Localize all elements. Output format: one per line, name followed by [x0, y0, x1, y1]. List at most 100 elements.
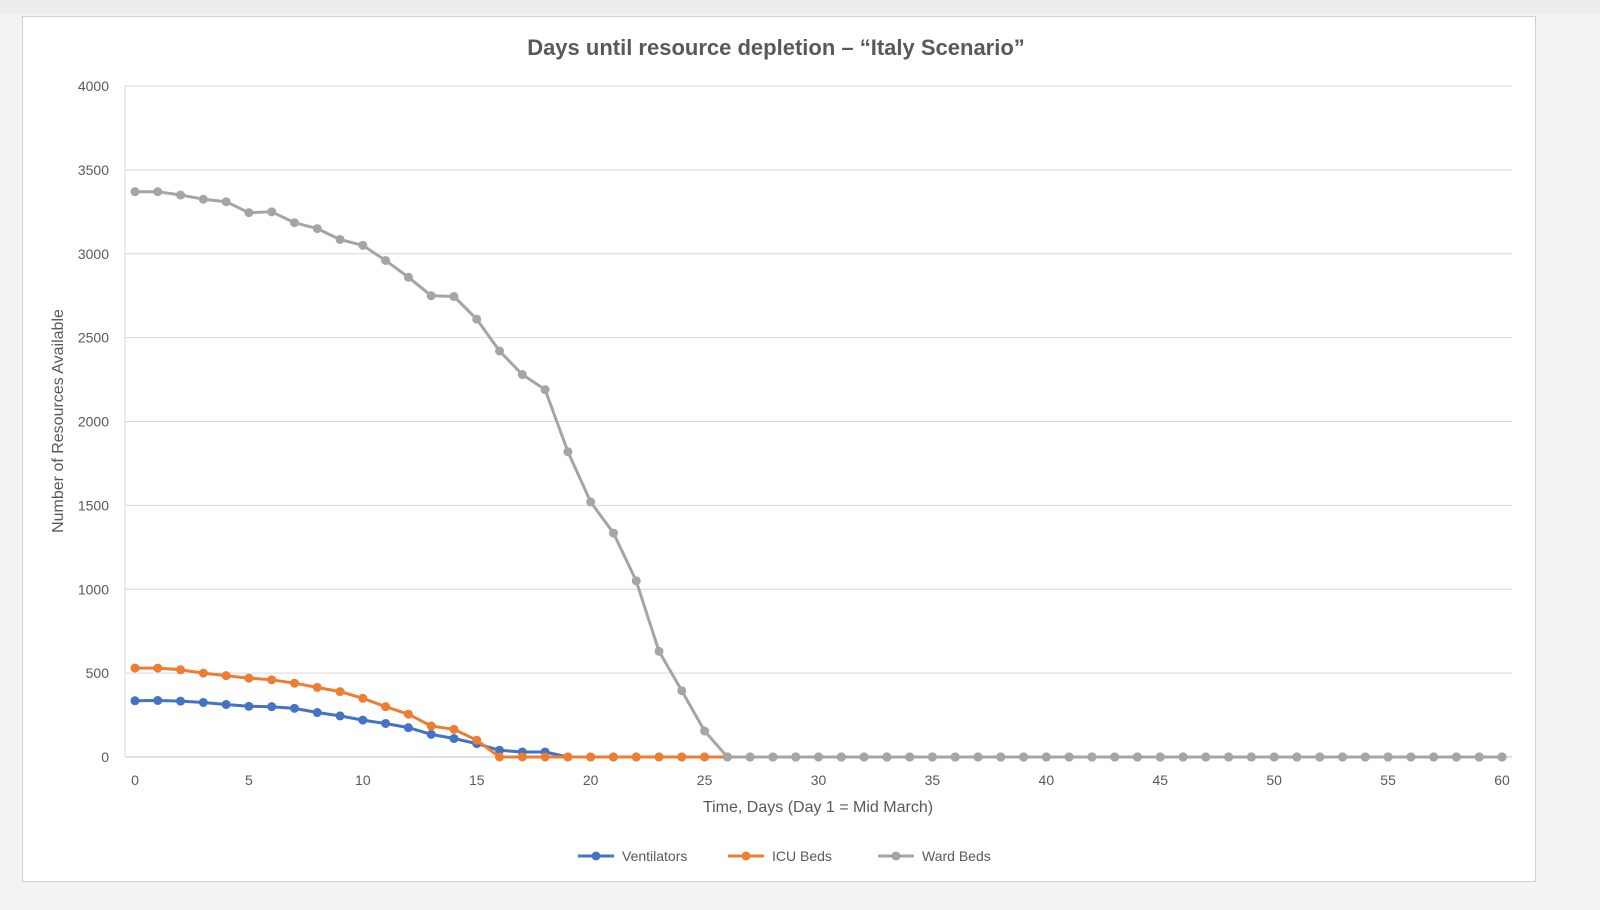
- data-point-icu-beds: [244, 673, 254, 683]
- legend-swatch-marker: [891, 851, 901, 861]
- data-point-ward-beds: [950, 752, 960, 762]
- x-tick-label: 55: [1380, 772, 1396, 788]
- data-point-icu-beds: [267, 675, 277, 685]
- data-point-icu-beds: [289, 678, 299, 688]
- data-point-ward-beds: [1292, 752, 1302, 762]
- legend-swatch-marker: [741, 851, 751, 861]
- data-point-ventilators: [153, 695, 163, 705]
- data-point-icu-beds: [176, 665, 186, 675]
- series-line-ward-beds: [135, 190, 1502, 759]
- data-point-ward-beds: [1338, 752, 1348, 762]
- series-icu-beds: [130, 663, 1507, 762]
- data-point-ward-beds: [130, 187, 140, 197]
- data-point-ward-beds: [312, 224, 322, 234]
- data-point-icu-beds: [472, 735, 482, 745]
- data-point-ward-beds: [1224, 752, 1234, 762]
- data-point-ward-beds: [1019, 752, 1029, 762]
- legend-item-ward-beds: Ward Beds: [878, 848, 991, 864]
- data-point-ward-beds: [153, 187, 163, 197]
- data-point-ward-beds: [1178, 752, 1188, 762]
- data-point-ward-beds: [540, 385, 550, 395]
- y-tick-label: 0: [101, 749, 109, 765]
- x-tick-label: 15: [469, 772, 485, 788]
- data-point-ward-beds: [244, 208, 254, 218]
- data-point-ward-beds: [1064, 752, 1074, 762]
- data-point-icu-beds: [608, 752, 618, 762]
- data-point-icu-beds: [221, 671, 231, 681]
- data-point-ward-beds: [403, 272, 413, 282]
- x-tick-label: 50: [1266, 772, 1282, 788]
- data-point-ward-beds: [426, 291, 436, 301]
- x-tick-label: 60: [1494, 772, 1510, 788]
- data-point-ward-beds: [1246, 752, 1256, 762]
- y-axis-ticks: 0 500 1000 1500 2000 2500 3000 3500 4000: [78, 78, 109, 765]
- series-group: [130, 187, 1507, 762]
- data-point-ward-beds: [449, 292, 459, 302]
- data-point-ventilators: [221, 699, 231, 709]
- data-point-ward-beds: [517, 370, 527, 380]
- series-ward-beds: [130, 187, 1507, 762]
- y-tick-label: 3500: [78, 162, 109, 178]
- data-point-icu-beds: [540, 752, 550, 762]
- data-point-ventilators: [358, 715, 368, 725]
- data-point-ward-beds: [996, 752, 1006, 762]
- series-line-ventilators: [134, 699, 1502, 759]
- data-point-icu-beds: [403, 709, 413, 719]
- data-point-ward-beds: [722, 752, 732, 762]
- x-tick-label: 25: [697, 772, 713, 788]
- series-ventilators: [130, 695, 1507, 762]
- page-top-strip: [0, 0, 1600, 14]
- data-point-ward-beds: [814, 752, 823, 762]
- data-point-ward-beds: [1474, 752, 1484, 762]
- data-point-ward-beds: [654, 646, 664, 656]
- data-point-ward-beds: [1360, 752, 1370, 762]
- data-point-ward-beds: [608, 528, 618, 538]
- data-point-ventilators: [426, 729, 436, 739]
- y-tick-label: 2000: [78, 414, 109, 430]
- data-point-ventilators: [381, 718, 391, 728]
- y-tick-label: 500: [86, 665, 110, 681]
- y-axis-label: Number of Resources Available: [50, 309, 67, 533]
- data-point-ventilators: [176, 696, 186, 706]
- data-point-ward-beds: [1497, 752, 1507, 762]
- data-point-ventilators: [289, 703, 299, 713]
- data-point-icu-beds: [586, 752, 596, 762]
- data-point-ventilators: [403, 723, 413, 733]
- data-point-ward-beds: [677, 686, 687, 696]
- data-point-icu-beds: [700, 752, 710, 762]
- data-point-ward-beds: [1406, 752, 1416, 762]
- data-point-ward-beds: [973, 752, 983, 762]
- gridlines: [125, 85, 1512, 758]
- data-point-ventilators: [335, 711, 345, 721]
- data-point-icu-beds: [654, 752, 664, 762]
- data-point-ward-beds: [198, 194, 208, 204]
- data-point-ward-beds: [791, 752, 801, 762]
- legend: Ventilators ICU Beds Ward Beds: [578, 848, 991, 864]
- data-point-icu-beds: [312, 682, 322, 692]
- data-point-ventilators: [495, 745, 505, 755]
- data-point-ward-beds: [335, 234, 345, 244]
- data-point-ward-beds: [1315, 752, 1325, 762]
- data-point-icu-beds: [381, 702, 391, 712]
- data-point-ventilators: [198, 697, 208, 707]
- data-point-ward-beds: [221, 197, 231, 207]
- data-point-ward-beds: [700, 726, 710, 736]
- data-point-ward-beds: [745, 752, 755, 762]
- data-point-icu-beds: [449, 724, 459, 734]
- data-point-ward-beds: [1132, 752, 1142, 762]
- data-point-ward-beds: [631, 576, 641, 586]
- data-point-ventilators: [267, 702, 277, 712]
- data-point-ward-beds: [1451, 752, 1461, 762]
- data-point-icu-beds: [358, 693, 368, 703]
- legend-label: ICU Beds: [772, 848, 832, 864]
- x-tick-label: 5: [245, 772, 253, 788]
- chart-frame: [22, 16, 1536, 882]
- data-point-ward-beds: [905, 752, 915, 762]
- data-point-ward-beds: [586, 497, 596, 507]
- data-point-icu-beds: [198, 668, 208, 678]
- data-point-ventilators: [244, 701, 254, 711]
- data-point-ward-beds: [859, 752, 869, 762]
- data-point-ward-beds: [836, 752, 846, 762]
- data-point-ward-beds: [1429, 752, 1439, 762]
